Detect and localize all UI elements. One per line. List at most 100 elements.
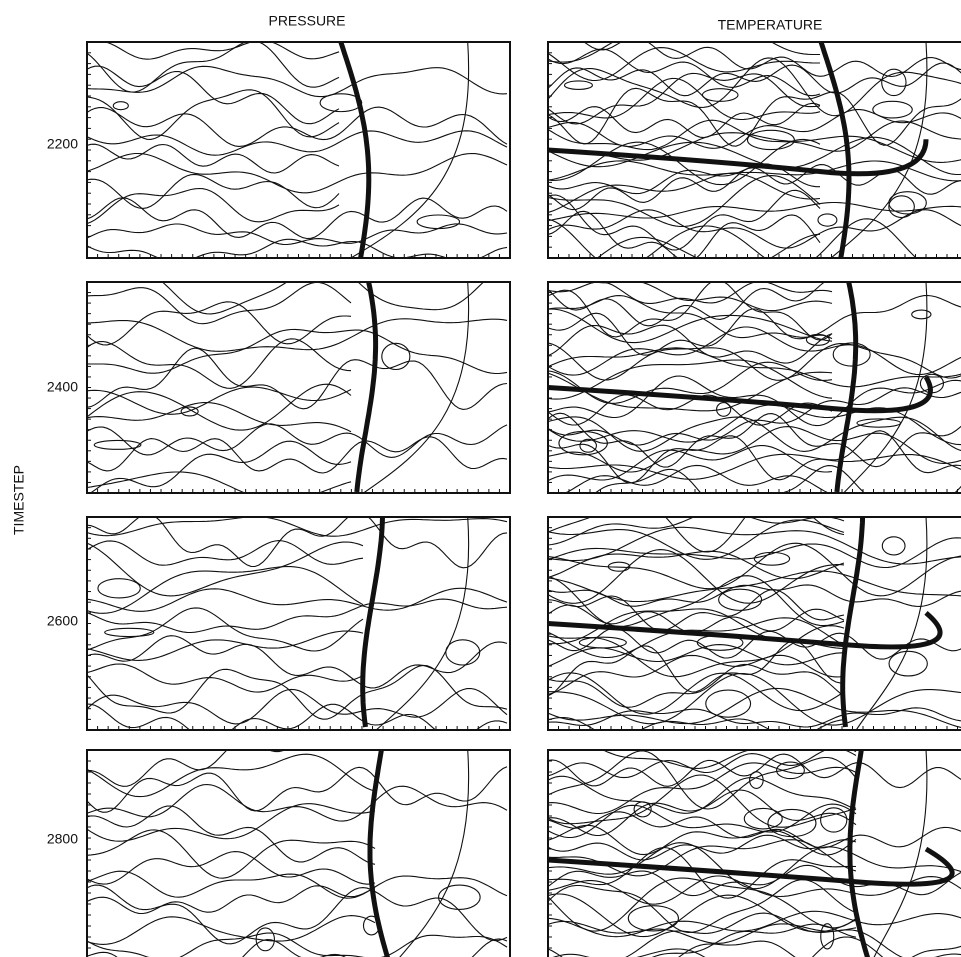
contour-loop bbox=[882, 537, 905, 555]
contour-loop bbox=[821, 808, 847, 832]
contour-loop bbox=[446, 640, 480, 665]
shock-front bbox=[548, 139, 926, 174]
panel-frame bbox=[87, 517, 510, 730]
contour-line bbox=[548, 628, 961, 659]
contour-line bbox=[87, 804, 375, 842]
contour-loop bbox=[912, 310, 931, 319]
contour-line bbox=[548, 754, 961, 788]
contour-line bbox=[87, 40, 339, 59]
axis-label: TIMESTEP bbox=[11, 465, 27, 535]
shock-front bbox=[363, 517, 383, 727]
contour-line bbox=[548, 78, 820, 119]
contour-line bbox=[548, 708, 961, 727]
contour-loop bbox=[706, 690, 751, 717]
contour-line bbox=[548, 520, 844, 559]
contour-line bbox=[87, 403, 351, 432]
contour-loop bbox=[818, 214, 837, 226]
contour-line bbox=[548, 937, 961, 957]
contour-loop bbox=[889, 196, 915, 218]
boundary bbox=[869, 750, 927, 957]
contour-line bbox=[548, 309, 832, 355]
contour-line bbox=[548, 173, 820, 212]
contour-line bbox=[87, 198, 507, 239]
panel-frame bbox=[548, 282, 961, 493]
contour-line bbox=[87, 302, 351, 345]
contour-line bbox=[87, 886, 375, 914]
boundary bbox=[856, 517, 927, 730]
contour-line bbox=[87, 144, 339, 173]
contour-loop bbox=[889, 651, 927, 676]
contour-line bbox=[87, 329, 507, 373]
contour-line bbox=[548, 466, 961, 513]
contour-line bbox=[548, 641, 844, 696]
contour-line bbox=[87, 636, 507, 688]
panel-frame bbox=[87, 750, 510, 957]
contour-line bbox=[87, 885, 507, 944]
contour-panel bbox=[548, 26, 961, 275]
contour-line bbox=[87, 852, 375, 885]
contour-line bbox=[87, 933, 507, 957]
contour-line bbox=[87, 66, 507, 96]
contour-line bbox=[548, 911, 961, 936]
contour-line bbox=[87, 263, 507, 314]
contour-loop bbox=[113, 102, 128, 110]
contour-line bbox=[548, 265, 832, 310]
contour-loop bbox=[417, 215, 459, 229]
contour-line bbox=[87, 939, 507, 957]
contour-panel bbox=[87, 40, 507, 263]
contour-loop bbox=[94, 440, 141, 449]
contour-line bbox=[87, 319, 507, 352]
row-label: 2400 bbox=[47, 379, 78, 395]
contour-line bbox=[548, 343, 961, 380]
figure: PRESSURE TEMPERATURE TIMESTEP 2200240026… bbox=[0, 0, 961, 957]
contour-line bbox=[87, 608, 363, 651]
row-label: 2200 bbox=[47, 136, 78, 152]
contour-panel bbox=[548, 740, 961, 957]
contour-line bbox=[87, 472, 351, 502]
contour-line bbox=[548, 296, 961, 338]
contour-line bbox=[548, 360, 832, 399]
contour-loop bbox=[98, 579, 140, 598]
contour-line bbox=[87, 66, 339, 124]
contour-loop bbox=[882, 69, 906, 95]
contour-line bbox=[87, 154, 507, 193]
contour-line bbox=[87, 387, 351, 414]
contour-line bbox=[87, 806, 375, 864]
contour-line bbox=[548, 431, 961, 483]
contour-line bbox=[548, 835, 856, 860]
column-title: TEMPERATURE bbox=[718, 17, 823, 33]
contour-line bbox=[87, 704, 507, 741]
contour-line bbox=[548, 576, 844, 627]
contour-loop bbox=[747, 130, 794, 149]
contour-loop bbox=[702, 89, 738, 102]
contour-line bbox=[548, 664, 844, 707]
shock-front bbox=[357, 282, 376, 492]
contour-line bbox=[548, 763, 856, 814]
contour-line bbox=[548, 210, 961, 248]
column-title: PRESSURE bbox=[268, 13, 345, 29]
contour-line bbox=[87, 131, 507, 155]
contour-line bbox=[87, 517, 507, 536]
contour-line bbox=[548, 32, 961, 77]
contour-loop bbox=[873, 101, 912, 118]
contour-line bbox=[87, 541, 363, 566]
contour-panel bbox=[548, 265, 961, 512]
contour-panel bbox=[548, 493, 961, 737]
boundary bbox=[363, 282, 468, 493]
contour-line bbox=[87, 174, 339, 208]
contour-line bbox=[87, 689, 507, 724]
contour-line bbox=[548, 278, 832, 325]
contour-loop bbox=[439, 885, 481, 909]
contour-loop bbox=[105, 628, 154, 636]
contour-line bbox=[87, 631, 363, 660]
contour-line bbox=[87, 424, 507, 458]
contour-line bbox=[548, 941, 961, 957]
contour-line bbox=[548, 280, 832, 340]
shock-front bbox=[843, 517, 863, 727]
contour-line bbox=[87, 107, 507, 146]
contour-line bbox=[548, 913, 961, 957]
boundary bbox=[389, 750, 469, 957]
contour-loop bbox=[754, 552, 789, 565]
contour-loop bbox=[744, 808, 782, 828]
contour-line bbox=[87, 542, 363, 596]
